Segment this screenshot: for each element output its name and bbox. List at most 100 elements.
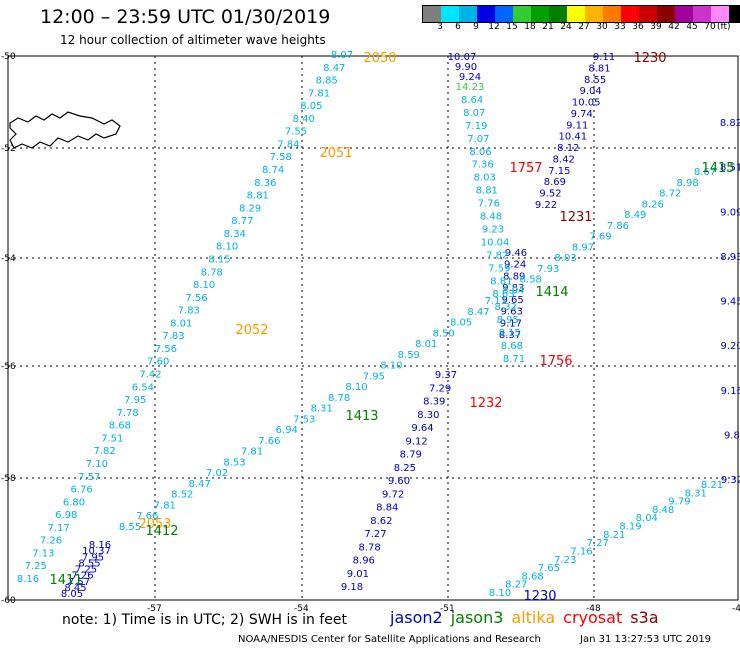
color-swatch-2 bbox=[459, 6, 477, 22]
swh-value-label: 8.16 bbox=[17, 574, 39, 585]
swh-value-label: 8.40 bbox=[293, 114, 315, 125]
swh-value-label: 8.34 bbox=[224, 229, 246, 240]
swh-value-label: 7.53 bbox=[293, 414, 315, 425]
pass-time-label: 1230 bbox=[633, 51, 666, 66]
swh-value-label: 8.81 bbox=[490, 276, 512, 287]
swh-value-label: 8.55 bbox=[584, 75, 606, 86]
swh-value-label: 9.37 bbox=[435, 370, 457, 381]
swh-value-label: 7.66 bbox=[136, 511, 158, 522]
swh-value-label: 8.81 bbox=[476, 186, 498, 197]
pass-time-label: 2050 bbox=[363, 51, 396, 66]
swh-value-label: 8.15 bbox=[499, 328, 521, 339]
swh-value-label: 8.96 bbox=[353, 556, 375, 567]
swh-value-label: 9.79 bbox=[668, 497, 690, 508]
swh-value-label: 7.81 bbox=[241, 447, 263, 458]
swh-value-label: 8.03 bbox=[474, 173, 496, 184]
color-scale-label: 6 bbox=[455, 22, 461, 32]
swh-value-label: 8.63 bbox=[492, 289, 514, 300]
pass-time-label: 1231 bbox=[559, 210, 592, 225]
swh-value-label: 7.36 bbox=[471, 160, 493, 171]
color-scale-bar bbox=[422, 5, 740, 23]
pass-time-label: 1414 bbox=[535, 285, 568, 300]
color-swatch-8 bbox=[567, 6, 585, 22]
swh-value-label: 7.65 bbox=[538, 563, 560, 574]
satellite-legend-jason3: jason3 bbox=[450, 608, 504, 627]
pass-time-label: 1415 bbox=[701, 161, 734, 176]
swh-value-label: 7.66 bbox=[258, 436, 280, 447]
swh-value-label: 9.17 bbox=[500, 318, 522, 329]
color-swatch-5 bbox=[513, 6, 531, 22]
swh-value-label: 9.24 bbox=[459, 72, 481, 83]
color-swatch-10 bbox=[603, 6, 621, 22]
swh-value-label: 8.07 bbox=[463, 108, 485, 119]
swh-value-label: 7.27 bbox=[587, 538, 609, 549]
swh-value-label: 8.10 bbox=[489, 588, 511, 599]
pass-time-label: 1230 bbox=[523, 589, 556, 604]
footer-note: note: 1) Time is in UTC; 2) SWH is in fe… bbox=[62, 612, 348, 628]
swh-value-label: 8.55 bbox=[78, 558, 100, 569]
swh-value-label: 8.10 bbox=[216, 242, 238, 253]
swh-value-label: 9.45 bbox=[720, 297, 740, 308]
swh-value-label: 7.25 bbox=[25, 561, 47, 572]
swh-value-label: 9.11 bbox=[566, 120, 588, 131]
swh-value-label: 7.55 bbox=[285, 127, 307, 138]
swh-value-label: 7.81 bbox=[154, 501, 176, 512]
swh-value-label: 7.95 bbox=[124, 395, 146, 406]
swh-value-label: 8.98 bbox=[676, 178, 698, 189]
pass-time-label: 2053 bbox=[138, 517, 171, 532]
swh-value-label: 8.59 bbox=[398, 350, 420, 361]
lat-tick-label: -54 bbox=[1, 254, 16, 264]
swh-value-label: 8.25 bbox=[394, 463, 416, 474]
swh-value-label: 8.67 bbox=[694, 167, 716, 178]
swh-value-label: 8.74 bbox=[262, 165, 284, 176]
color-swatch-4 bbox=[495, 6, 513, 22]
swh-value-label: 7.57 bbox=[68, 577, 90, 588]
swh-value-label: 7.29 bbox=[429, 383, 451, 394]
swh-value-label: 8.10 bbox=[193, 280, 215, 291]
swh-value-label: 9.90 bbox=[455, 62, 477, 73]
swh-value-label: 9.18 bbox=[341, 582, 363, 593]
swh-value-label: 8.81 bbox=[588, 63, 610, 74]
color-swatch-3 bbox=[477, 6, 495, 22]
swh-value-label: 7.95 bbox=[363, 371, 385, 382]
color-swatch-9 bbox=[585, 6, 603, 22]
swh-value-label: 10.07 bbox=[448, 52, 477, 63]
swh-value-label: 8.31 bbox=[311, 404, 333, 415]
swh-value-label: 7.82 bbox=[93, 446, 115, 457]
swh-value-label: 6.80 bbox=[63, 497, 85, 508]
swh-value-label: 8.03 bbox=[554, 253, 576, 264]
swh-value-label: 8.37 bbox=[499, 330, 521, 341]
swh-value-label: 7.82 bbox=[486, 250, 508, 261]
color-scale-label: 45 bbox=[686, 22, 698, 32]
swh-value-label: 9.64 bbox=[411, 423, 433, 434]
swh-value-label: 8.27 bbox=[505, 580, 527, 591]
swh-value-label: 8.64 bbox=[461, 95, 483, 106]
swh-value-label: 8.16 bbox=[89, 540, 111, 551]
swh-value-label: 7.60 bbox=[147, 357, 169, 368]
color-swatch-13 bbox=[657, 6, 675, 22]
color-scale-label: 30 bbox=[596, 22, 608, 32]
swh-value-label: 8.68 bbox=[109, 421, 131, 432]
swh-value-label: 9.22 bbox=[535, 200, 557, 211]
swh-value-label: 8.15 bbox=[208, 255, 230, 266]
swh-value-label: 8.36 bbox=[254, 178, 276, 189]
swh-value-label: 9.32 bbox=[721, 475, 740, 486]
swh-value-label: 8.48 bbox=[652, 505, 674, 516]
swh-value-label: 8.32 bbox=[494, 302, 516, 313]
swh-value-label: 8.89 bbox=[503, 271, 525, 282]
swh-value-label: 7.16 bbox=[570, 547, 592, 558]
swh-value-label: 8.93 bbox=[720, 252, 740, 263]
color-scale-label: 36 bbox=[632, 22, 644, 32]
color-scale-label: 70 bbox=[704, 22, 716, 32]
swh-value-label: 8.97 bbox=[572, 242, 594, 253]
swh-value-label: 8.55 bbox=[119, 522, 141, 533]
swh-value-label: 8.78 bbox=[328, 393, 350, 404]
swh-value-label: 8.47 bbox=[467, 307, 489, 318]
swh-value-label: 7.86 bbox=[607, 221, 629, 232]
lon-tick-label: -57 bbox=[147, 604, 162, 614]
swh-value-label: 7.26 bbox=[40, 536, 62, 547]
swh-value-label: 6.98 bbox=[55, 510, 77, 521]
swh-value-label: 9.24 bbox=[504, 260, 526, 271]
swh-value-label: 8.81 bbox=[247, 191, 269, 202]
swh-value-label: 8.10 bbox=[380, 361, 402, 372]
